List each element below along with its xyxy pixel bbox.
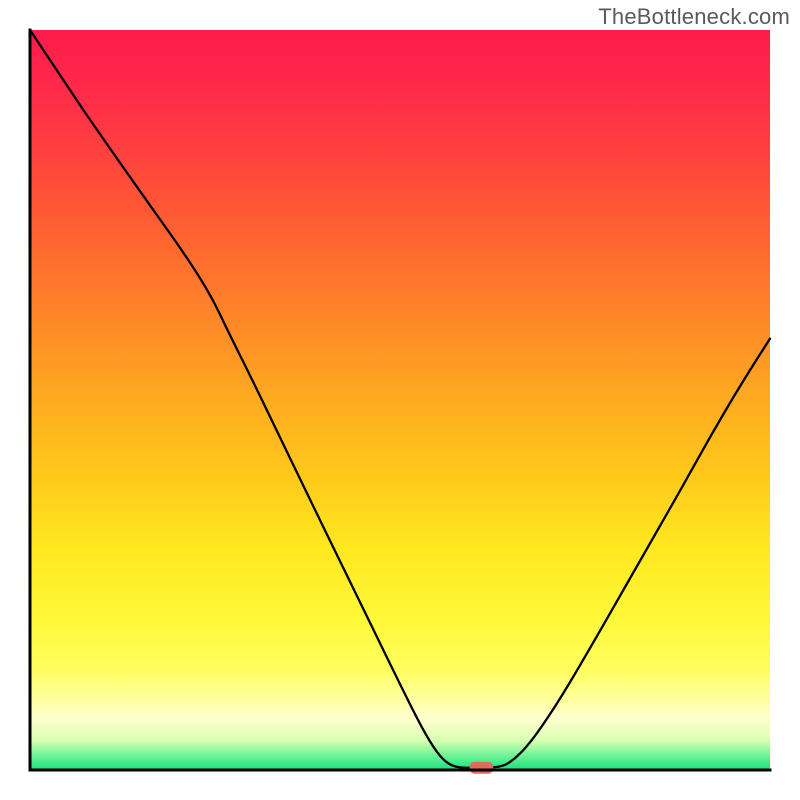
watermark-text: TheBottleneck.com [598, 4, 790, 30]
chart-container: TheBottleneck.com [0, 0, 800, 800]
optimum-marker [470, 762, 494, 774]
plot-area-background [30, 30, 770, 770]
bottleneck-chart [0, 0, 800, 800]
